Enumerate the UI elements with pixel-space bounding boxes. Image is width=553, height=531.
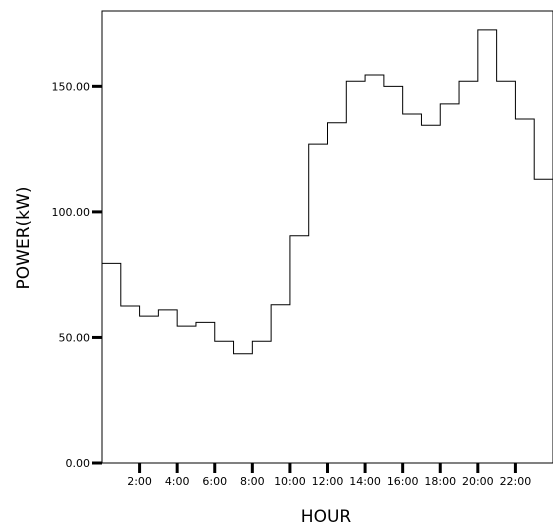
x-tick-label: 14:00 [349, 475, 381, 488]
x-tick-label: 6:00 [202, 475, 227, 488]
x-tick-label: 18:00 [424, 475, 456, 488]
y-tick-label: 100.00 [52, 206, 91, 219]
x-tick-label: 10:00 [274, 475, 306, 488]
series-step-line [102, 29, 553, 355]
plot-frame [101, 10, 553, 464]
x-tick-label: 16:00 [387, 475, 419, 488]
x-tick-label: 20:00 [462, 475, 494, 488]
y-tick-label: 150.00 [52, 80, 91, 93]
y-axis-title: POWER(kW) [14, 187, 34, 290]
y-tick-label: 0.00 [66, 457, 91, 470]
x-tick-label: 12:00 [312, 475, 344, 488]
x-tick-label: 2:00 [127, 475, 152, 488]
x-tick-label: 22:00 [500, 475, 532, 488]
x-tick-label: 4:00 [165, 475, 190, 488]
x-axis-title: HOUR [301, 507, 352, 527]
y-tick-label: 50.00 [59, 331, 91, 344]
x-tick-label: 8:00 [240, 475, 265, 488]
